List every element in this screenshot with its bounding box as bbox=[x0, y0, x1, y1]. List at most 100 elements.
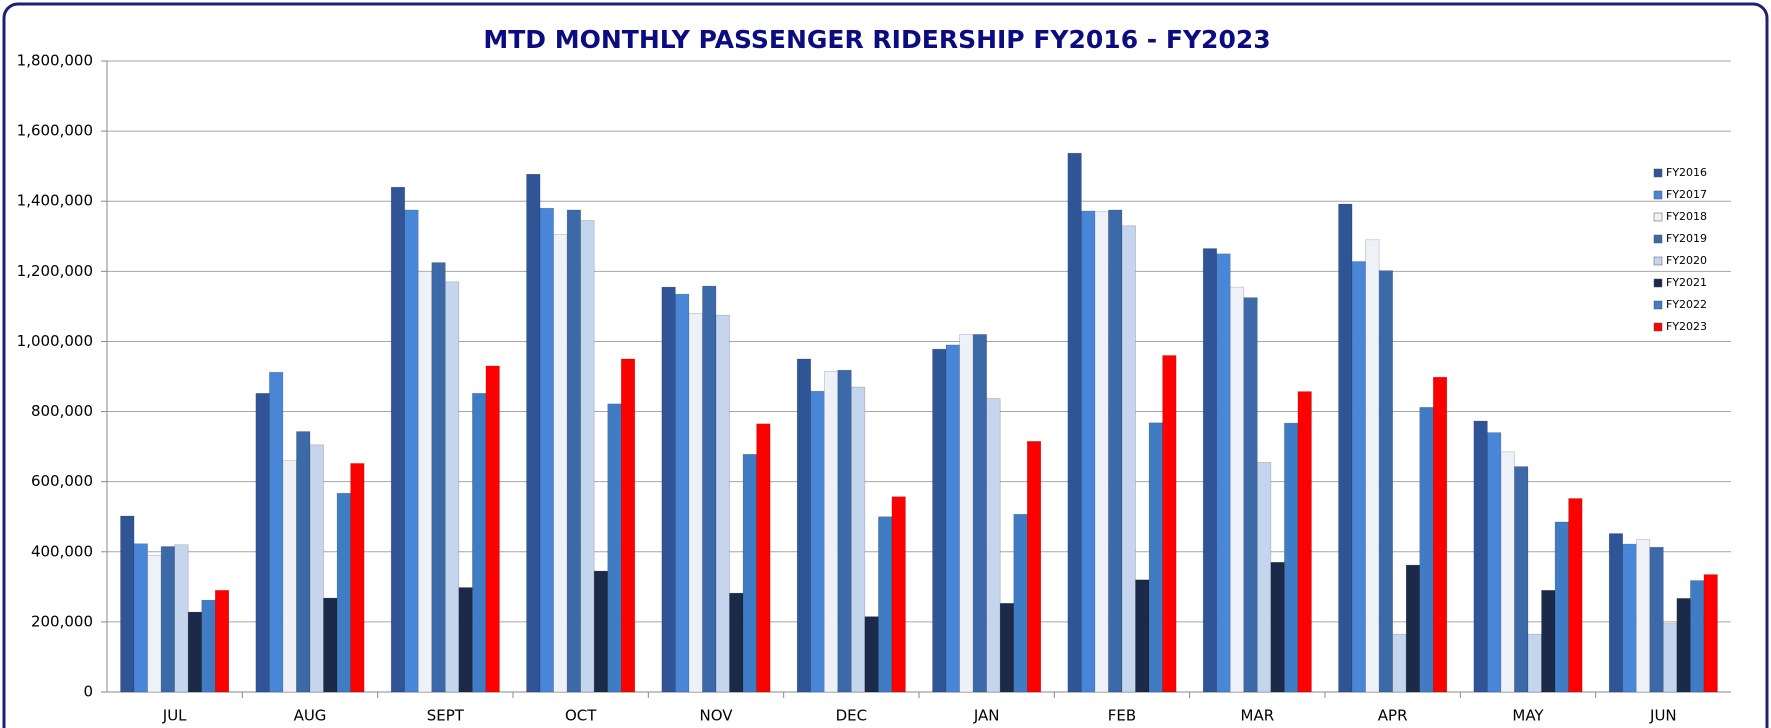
bar bbox=[120, 515, 135, 693]
bar bbox=[1243, 297, 1258, 693]
legend-swatch bbox=[1653, 190, 1663, 200]
x-tick-label: AUG bbox=[294, 707, 327, 725]
bar bbox=[201, 599, 216, 693]
bar bbox=[661, 286, 676, 693]
bar bbox=[1487, 432, 1502, 693]
bar bbox=[607, 403, 622, 693]
bar bbox=[323, 597, 338, 693]
bar bbox=[485, 365, 500, 693]
bar bbox=[1216, 253, 1231, 693]
bar bbox=[1608, 533, 1624, 693]
bar bbox=[1081, 210, 1096, 693]
y-tick-label: 800,000 bbox=[31, 402, 93, 420]
x-tick-label: FEB bbox=[1108, 707, 1136, 725]
bar bbox=[133, 543, 148, 693]
y-tick-label: 1,000,000 bbox=[17, 332, 93, 350]
bar bbox=[458, 587, 473, 693]
y-tick-label: 600,000 bbox=[31, 472, 93, 490]
bar bbox=[350, 463, 365, 693]
bar bbox=[296, 431, 311, 693]
bar bbox=[1473, 420, 1488, 693]
bar bbox=[269, 371, 284, 693]
legend-label: FY2023 bbox=[1666, 320, 1707, 333]
x-tick-label: SEPT bbox=[427, 707, 465, 725]
bar bbox=[1690, 580, 1705, 693]
y-tick-label: 400,000 bbox=[31, 542, 93, 560]
y-tick-label: 200,000 bbox=[31, 612, 93, 630]
bar bbox=[675, 293, 690, 693]
bar bbox=[1094, 211, 1109, 693]
legend-label: FY2017 bbox=[1666, 188, 1707, 201]
bar bbox=[187, 611, 203, 693]
bar bbox=[1541, 590, 1556, 693]
bar bbox=[566, 209, 581, 693]
chart-title: MTD MONTHLY PASSENGER RIDERSHIP FY2016 -… bbox=[483, 25, 1270, 54]
bar bbox=[1405, 564, 1421, 693]
bar bbox=[160, 546, 175, 693]
bar bbox=[810, 390, 825, 693]
bar bbox=[1338, 203, 1353, 693]
bar bbox=[1297, 391, 1312, 693]
bar bbox=[539, 207, 554, 693]
x-tick-label: OCT bbox=[565, 707, 597, 725]
bar bbox=[1121, 225, 1136, 693]
x-tick-label: MAR bbox=[1241, 707, 1275, 725]
legend-label: FY2022 bbox=[1666, 298, 1707, 311]
bar bbox=[417, 271, 433, 693]
bar bbox=[1554, 521, 1569, 693]
y-tick-label: 1,800,000 bbox=[17, 52, 93, 70]
bar bbox=[1067, 152, 1082, 693]
bar bbox=[796, 358, 812, 693]
bar bbox=[959, 334, 974, 693]
bar bbox=[1351, 261, 1366, 693]
legend-label: FY2016 bbox=[1666, 166, 1707, 179]
bar bbox=[1432, 376, 1448, 693]
legend-swatch bbox=[1653, 212, 1663, 222]
bar bbox=[864, 616, 879, 693]
x-tick-label: DEC bbox=[836, 707, 868, 725]
bar bbox=[1135, 579, 1150, 693]
bar bbox=[1663, 623, 1678, 693]
bar bbox=[986, 398, 1001, 693]
x-tick-label: MAY bbox=[1512, 707, 1544, 725]
x-tick-label: NOV bbox=[699, 707, 733, 725]
x-tick-label: APR bbox=[1378, 707, 1408, 725]
bar bbox=[336, 492, 351, 693]
bar bbox=[851, 386, 866, 693]
x-tick-label: JUL bbox=[162, 707, 187, 725]
bar bbox=[1257, 462, 1272, 693]
bar bbox=[878, 516, 893, 693]
legend-label: FY2018 bbox=[1666, 210, 1707, 223]
bar bbox=[932, 348, 947, 693]
legend-label: FY2019 bbox=[1666, 232, 1707, 245]
bar bbox=[1229, 286, 1245, 693]
bar bbox=[390, 186, 406, 693]
legend-label: FY2021 bbox=[1666, 276, 1707, 289]
bar bbox=[702, 285, 717, 693]
legend-swatch bbox=[1653, 300, 1663, 310]
bar bbox=[999, 603, 1015, 693]
bar bbox=[1365, 239, 1380, 693]
bar bbox=[729, 592, 744, 693]
bar bbox=[147, 554, 162, 693]
bar bbox=[593, 570, 609, 693]
bar bbox=[1635, 539, 1651, 693]
bar bbox=[1527, 633, 1542, 693]
bar bbox=[1108, 209, 1123, 693]
bar bbox=[553, 234, 568, 693]
bar bbox=[472, 393, 487, 693]
bar bbox=[282, 460, 297, 693]
bar bbox=[1419, 407, 1434, 693]
legend-swatch bbox=[1653, 322, 1663, 332]
bar bbox=[214, 590, 230, 693]
bar bbox=[255, 393, 270, 693]
x-tick-label: JAN bbox=[973, 707, 1000, 725]
bar bbox=[688, 313, 703, 693]
y-tick-label: 1,400,000 bbox=[17, 192, 93, 210]
legend-swatch bbox=[1653, 234, 1663, 244]
bar bbox=[1284, 422, 1299, 693]
bar bbox=[1676, 598, 1691, 693]
bar bbox=[1568, 498, 1583, 693]
legend-swatch bbox=[1653, 168, 1663, 178]
